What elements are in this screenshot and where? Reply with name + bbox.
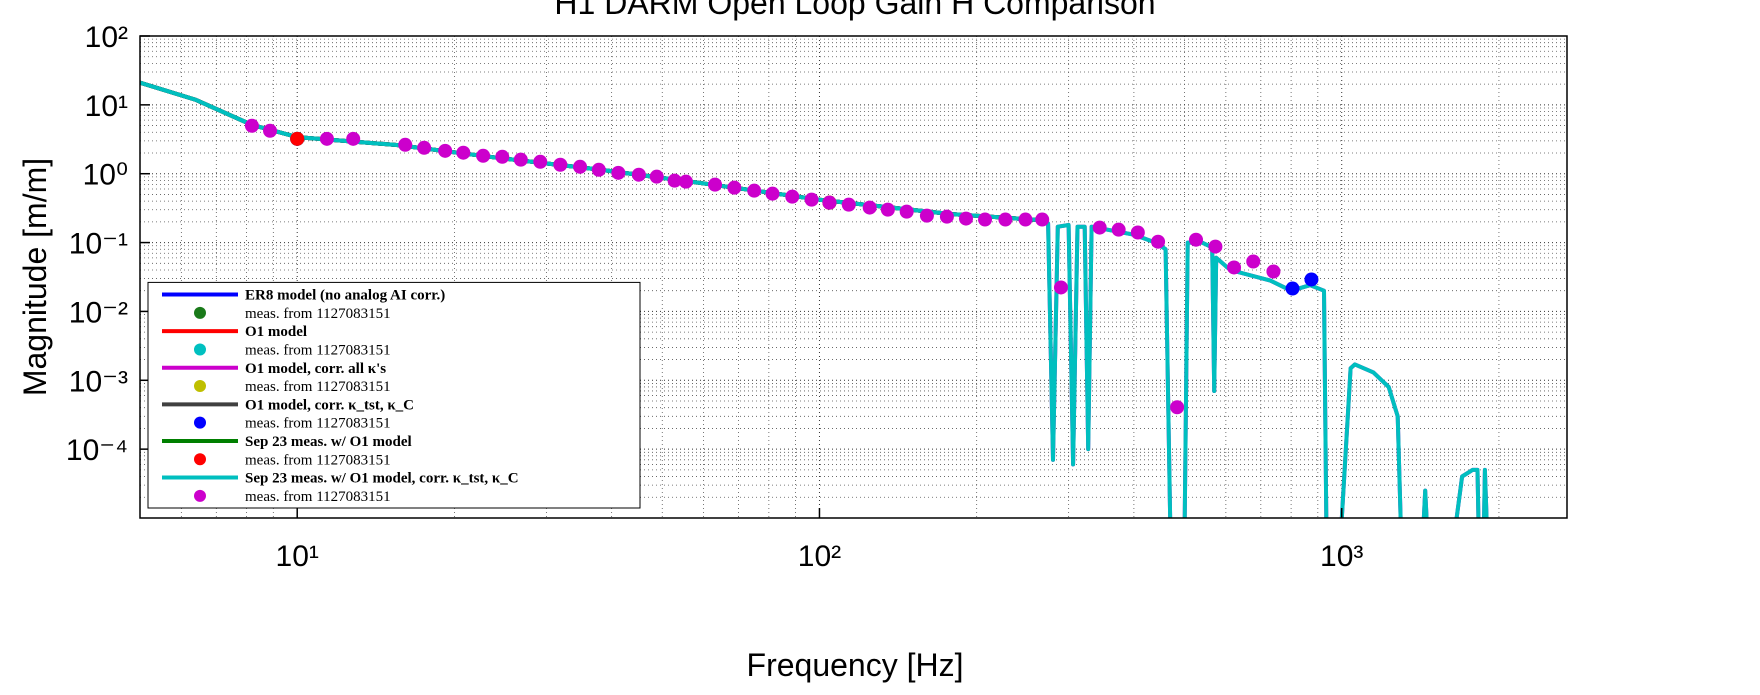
data-point	[1151, 234, 1166, 249]
legend-label: O1 model, corr. κ_tst, κ_C	[245, 397, 414, 413]
data-point	[573, 159, 588, 174]
data-point	[346, 131, 361, 146]
legend-label: meas. from 1127083151	[245, 416, 391, 432]
data-point	[398, 137, 413, 152]
data-point	[290, 131, 305, 146]
legend-label: Sep 23 meas. w/ O1 model	[245, 434, 412, 450]
data-point	[862, 200, 877, 215]
x-axis-title: Frequency [Hz]	[747, 647, 964, 683]
data-point	[841, 197, 856, 212]
data-point	[263, 123, 278, 138]
y-tick-label: 10²	[85, 21, 128, 54]
legend-label: meas. from 1127083151	[245, 452, 391, 468]
x-tick-label: 10¹	[276, 540, 319, 573]
data-point	[978, 212, 993, 227]
legend-swatch	[194, 343, 206, 356]
plot-frame	[139, 35, 1568, 519]
data-point	[476, 148, 491, 163]
data-point	[1035, 212, 1050, 227]
data-point	[417, 140, 432, 155]
legend: ER8 model (no analog AI corr.) meas. from…	[147, 281, 641, 509]
legend-swatch	[194, 306, 206, 319]
data-point	[822, 195, 837, 210]
data-point	[553, 157, 568, 172]
data-point	[1111, 222, 1126, 237]
data-point	[513, 152, 528, 167]
data-point	[1053, 280, 1068, 295]
data-point	[649, 169, 664, 184]
data-point	[747, 183, 762, 198]
legend-label: meas. from 1127083151	[245, 306, 391, 322]
data-point	[495, 149, 510, 164]
data-point	[1285, 281, 1300, 296]
x-tick-label: 10²	[798, 540, 841, 573]
data-point	[998, 212, 1013, 227]
data-point	[611, 165, 626, 180]
legend-swatch	[194, 380, 206, 393]
data-point	[880, 202, 895, 217]
y-axis-title: Magnitude [m/m]	[17, 158, 53, 396]
legend-label: meas. from 1127083151	[245, 342, 391, 358]
data-point	[939, 209, 954, 224]
plot-area	[140, 80, 1489, 518]
data-point	[678, 174, 693, 189]
data-point	[785, 189, 800, 204]
y-tick-label: 10¹	[85, 90, 128, 123]
y-tick-label: 10⁻¹	[69, 228, 128, 261]
data-point	[667, 173, 682, 188]
y-tick-label: 10⁻⁴	[66, 434, 128, 467]
data-point	[1304, 272, 1319, 287]
legend-label: ER8 model (no analog AI corr.)	[245, 288, 445, 304]
legend-swatch	[194, 489, 206, 502]
data-point	[804, 192, 819, 207]
data-point	[899, 204, 914, 219]
y-tick-label: 10⁰	[83, 159, 128, 192]
data-point	[1018, 212, 1033, 227]
data-point	[1208, 239, 1223, 254]
data-point	[438, 143, 453, 158]
data-point	[1227, 260, 1242, 275]
legend-label: Sep 23 meas. w/ O1 model, corr. κ_tst, κ…	[245, 471, 519, 487]
data-point	[1092, 220, 1107, 235]
data-point	[533, 154, 548, 169]
ticks: 10¹ 10² 10³ 10⁻⁴ 10⁻³ 10⁻² 10⁻¹ 10⁰ 10¹ 10²	[66, 21, 1364, 573]
y-tick-label: 10⁻³	[69, 365, 128, 398]
legend-label: O1 model	[245, 324, 307, 340]
legend-swatch	[194, 416, 206, 429]
data-point	[919, 208, 934, 223]
data-point	[319, 131, 334, 146]
data-point	[1130, 225, 1145, 240]
data-point	[1189, 232, 1204, 247]
data-point	[1170, 400, 1185, 415]
legend-label: meas. from 1127083151	[245, 489, 391, 505]
x-tick-label: 10³	[1320, 540, 1363, 573]
legend-swatch	[194, 453, 206, 466]
data-point	[1266, 264, 1281, 279]
data-point	[591, 162, 606, 177]
legend-box	[147, 281, 641, 509]
y-tick-label: 10⁻²	[69, 296, 128, 329]
data-point	[456, 145, 471, 160]
data-point	[244, 118, 259, 133]
data-point	[708, 177, 723, 192]
data-point	[727, 180, 742, 195]
data-point	[1246, 254, 1261, 269]
legend-label: O1 model, corr. all κ's	[245, 361, 386, 377]
grid	[140, 35, 1567, 518]
data-point	[958, 211, 973, 226]
legend-label: meas. from 1127083151	[245, 379, 391, 395]
data-point	[765, 186, 780, 201]
chart-title: H1 DARM Open Loop Gain H Comparison	[554, 0, 1155, 21]
data-point	[631, 167, 646, 182]
